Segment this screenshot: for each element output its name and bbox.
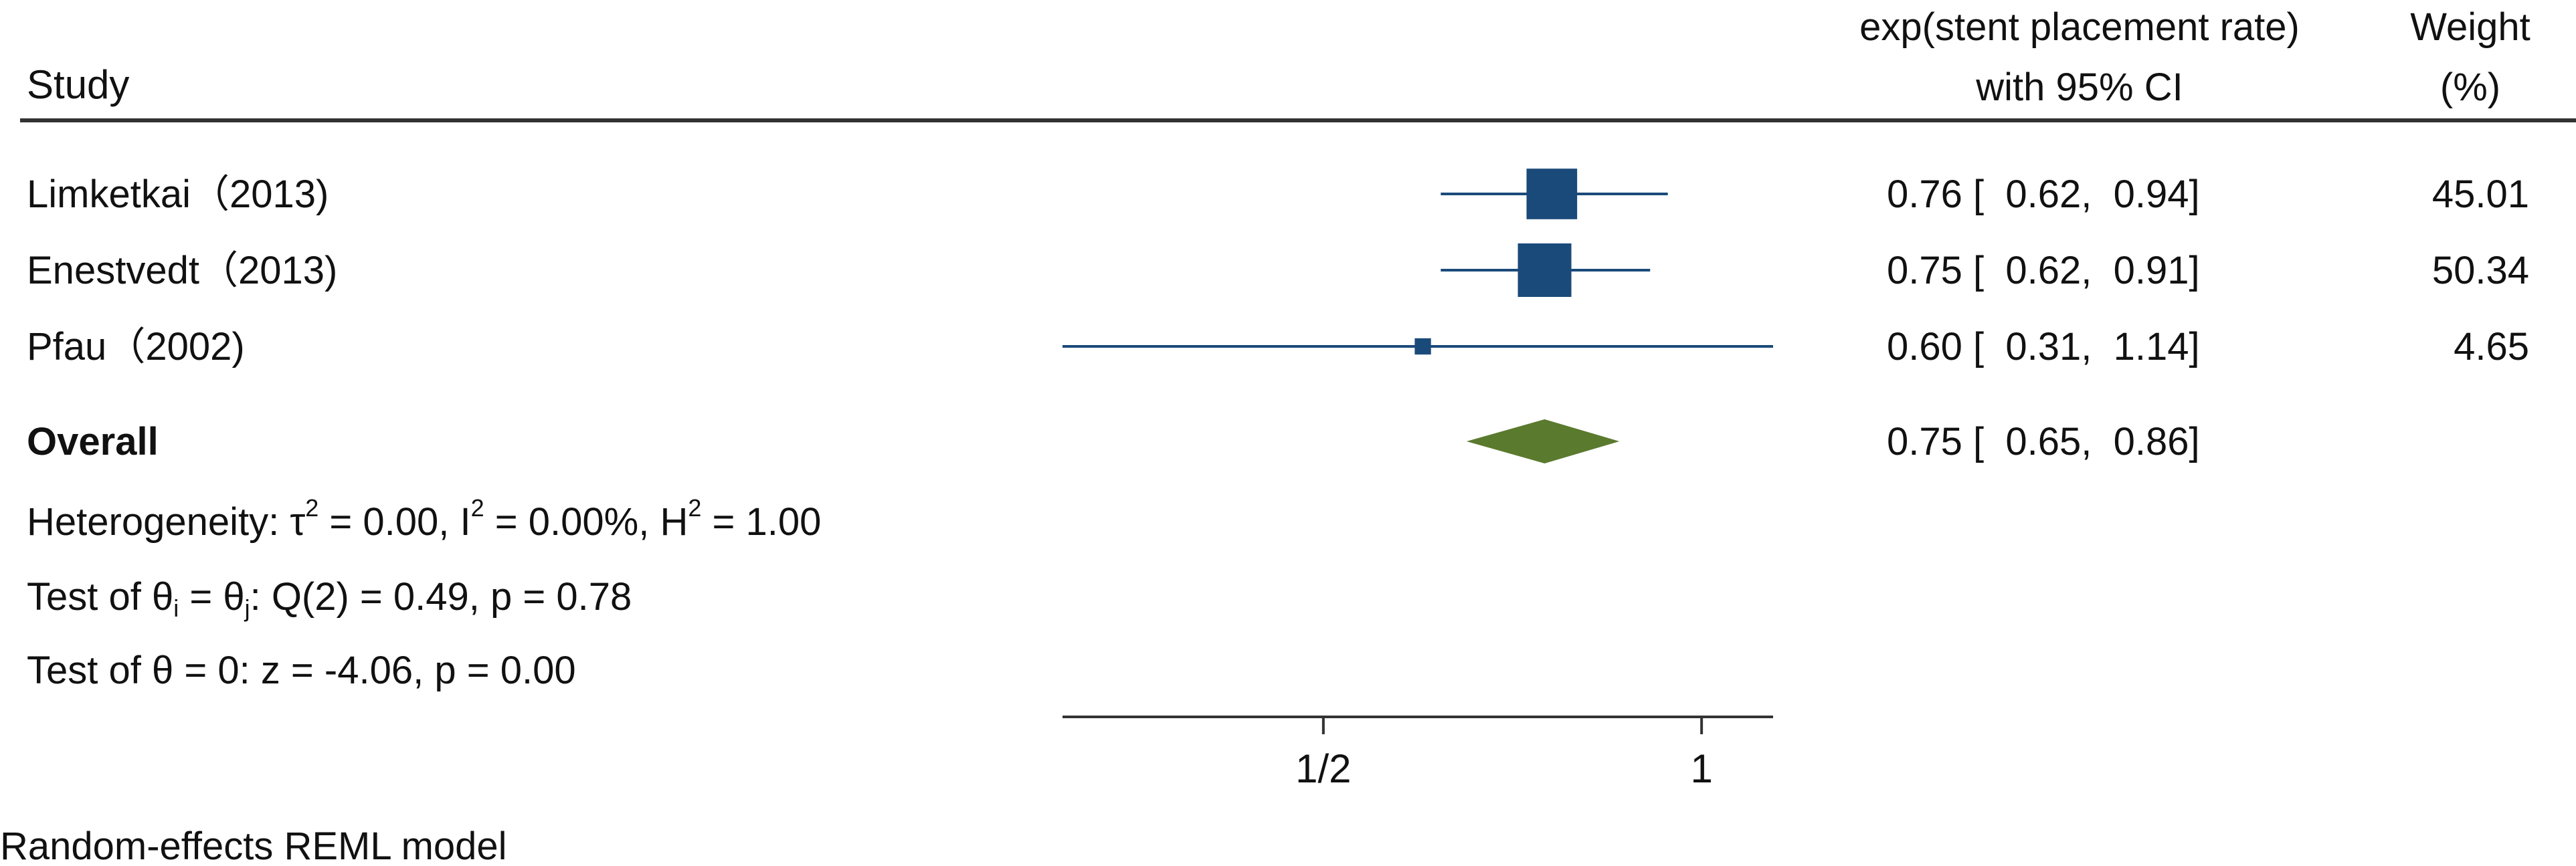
point-estimate-marker bbox=[1517, 243, 1572, 297]
study-row: Enestvedt（2013) 0.75 [ 0.62, 0.91] 50.34 bbox=[27, 243, 2529, 297]
study-row: Pfau（2002) 0.60 [ 0.31, 1.14] 4.65 bbox=[27, 325, 2529, 368]
weight-value: 50.34 bbox=[2432, 249, 2529, 292]
header-effect-line2: with 95% CI bbox=[1975, 66, 2183, 109]
header-effect-line1: exp(stent placement rate) bbox=[1859, 5, 2300, 49]
point-estimate-marker bbox=[1526, 169, 1578, 219]
x-tick-label: 1 bbox=[1690, 746, 1712, 791]
ci-text: 0.60 [ 0.31, 1.14] bbox=[1887, 325, 2200, 368]
study-label: Enestvedt（2013) bbox=[27, 249, 337, 292]
ci-text: 0.75 [ 0.62, 0.91] bbox=[1887, 249, 2200, 292]
overall-diamond bbox=[1466, 419, 1620, 463]
heterogeneity-note: Heterogeneity: τ2 = 0.00, I2 = 0.00%, H2… bbox=[27, 494, 821, 544]
model-footnote: Random-effects REML model bbox=[0, 825, 507, 866]
overall-label: Overall bbox=[27, 420, 159, 463]
x-axis: 1/2 1 bbox=[1063, 716, 1773, 791]
weight-value: 45.01 bbox=[2432, 173, 2529, 216]
study-label: Limketkai（2013) bbox=[27, 173, 329, 216]
header-study: Study bbox=[27, 62, 129, 107]
header-weight-line1: Weight bbox=[2410, 5, 2530, 49]
study-rows: Limketkai（2013) 0.76 [ 0.62, 0.94] 45.01 En… bbox=[27, 169, 2529, 368]
overall-row: Overall 0.75 [ 0.65, 0.86] bbox=[27, 419, 2200, 463]
homogeneity-test-note: Test of θi = θj: Q(2) = 0.49, p = 0.78 bbox=[27, 575, 632, 622]
study-row: Limketkai（2013) 0.76 [ 0.62, 0.94] 45.01 bbox=[27, 169, 2529, 219]
weight-value: 4.65 bbox=[2454, 325, 2529, 368]
overall-effect-test-note: Test of θ = 0: z = -4.06, p = 0.00 bbox=[27, 649, 576, 692]
overall-ci-text: 0.75 [ 0.65, 0.86] bbox=[1887, 420, 2200, 463]
x-tick-label: 1/2 bbox=[1295, 746, 1351, 791]
point-estimate-marker bbox=[1414, 338, 1431, 355]
ci-text: 0.76 [ 0.62, 0.94] bbox=[1887, 173, 2200, 216]
study-label: Pfau（2002) bbox=[27, 325, 245, 368]
header-weight-line2: (%) bbox=[2440, 66, 2500, 109]
